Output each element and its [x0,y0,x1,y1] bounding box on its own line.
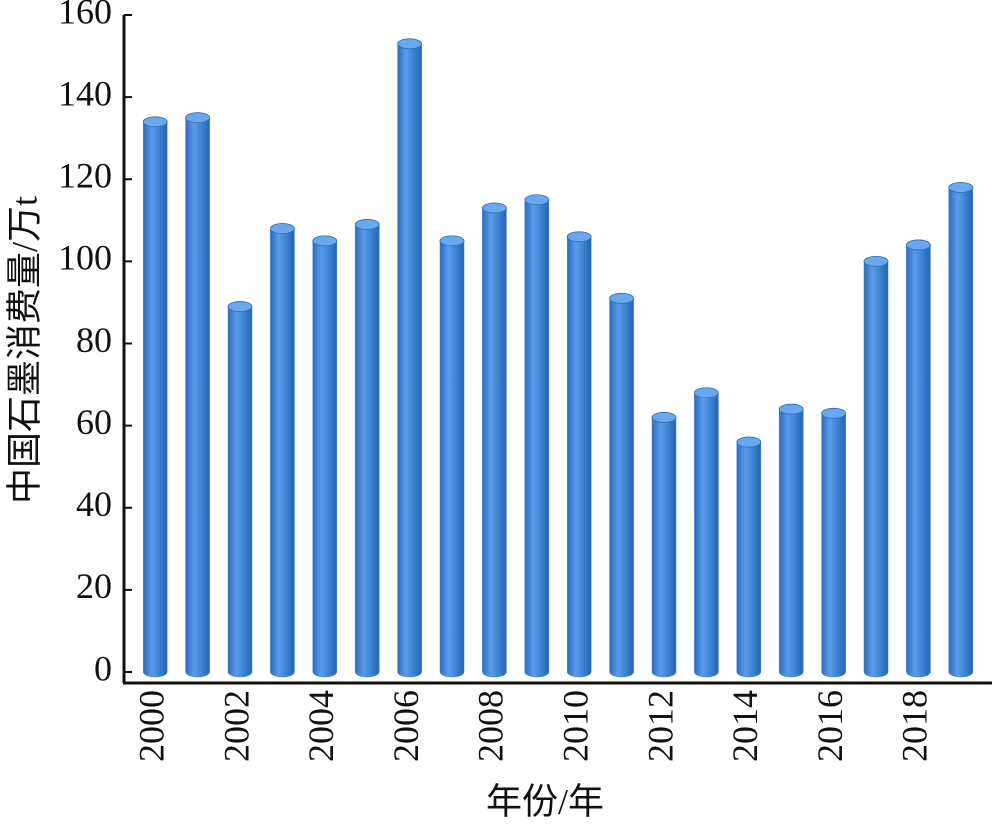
bar [736,436,762,678]
bar-cap [142,116,168,128]
y-tick-label: 160 [58,0,112,31]
x-tick-label: 2018 [895,690,935,762]
y-tick-label: 20 [76,566,112,606]
bar [906,239,931,678]
bar [863,256,889,678]
bar [397,38,422,678]
x-tick-label: 2002 [216,690,256,762]
x-tick-label: 2008 [471,690,511,762]
y-tick-label: 0 [94,648,112,688]
bar-cap [651,412,677,423]
y-tick-label: 80 [76,320,112,360]
bar-cap [863,255,889,267]
bar-cap [227,301,253,312]
x-tick-label: 2004 [301,690,341,762]
bar [439,235,465,678]
bar-cap [948,182,974,193]
bar-cap [397,38,423,50]
x-axis-label: 年份/年 [486,781,604,821]
y-tick-label: 40 [76,484,112,524]
bar-cap [439,235,465,247]
bar-cap [185,112,211,124]
bar [312,235,338,678]
bar [270,223,295,678]
bar-cap [694,387,719,399]
bar [694,387,719,678]
bar [227,301,253,678]
bar [142,116,168,678]
y-axis-label: 中国石墨消费量/万t [4,196,44,504]
bar [609,293,634,678]
bar-cap [269,223,295,234]
y-tick-label: 120 [58,156,112,196]
x-tick-label: 2016 [810,690,850,762]
bar-cap [736,436,762,448]
bar [821,408,846,678]
bar-cap [312,235,338,247]
bar-cap [906,239,931,251]
bar [482,202,507,678]
x-tick-label: 2014 [725,690,765,762]
x-tick-label: 2006 [386,690,426,762]
bar-cap [778,403,804,415]
bar-cap [481,202,507,214]
bar-cap [354,219,380,230]
y-tick-label: 140 [58,73,112,113]
bar [354,219,380,678]
bar [778,403,804,678]
x-tick-label: 2000 [131,690,171,762]
bar [185,112,210,678]
bar [566,231,592,678]
y-tick-label: 100 [58,238,112,278]
y-tick-label: 60 [76,402,112,442]
bar-cap [821,407,846,419]
bar-cap [566,231,592,243]
x-tick-label: 2012 [640,690,680,762]
bar [948,182,974,678]
bar-cap [609,292,634,304]
bar-cap [524,194,550,206]
x-tick-label: 2010 [555,690,595,762]
bar [524,194,550,678]
bar [651,412,677,678]
